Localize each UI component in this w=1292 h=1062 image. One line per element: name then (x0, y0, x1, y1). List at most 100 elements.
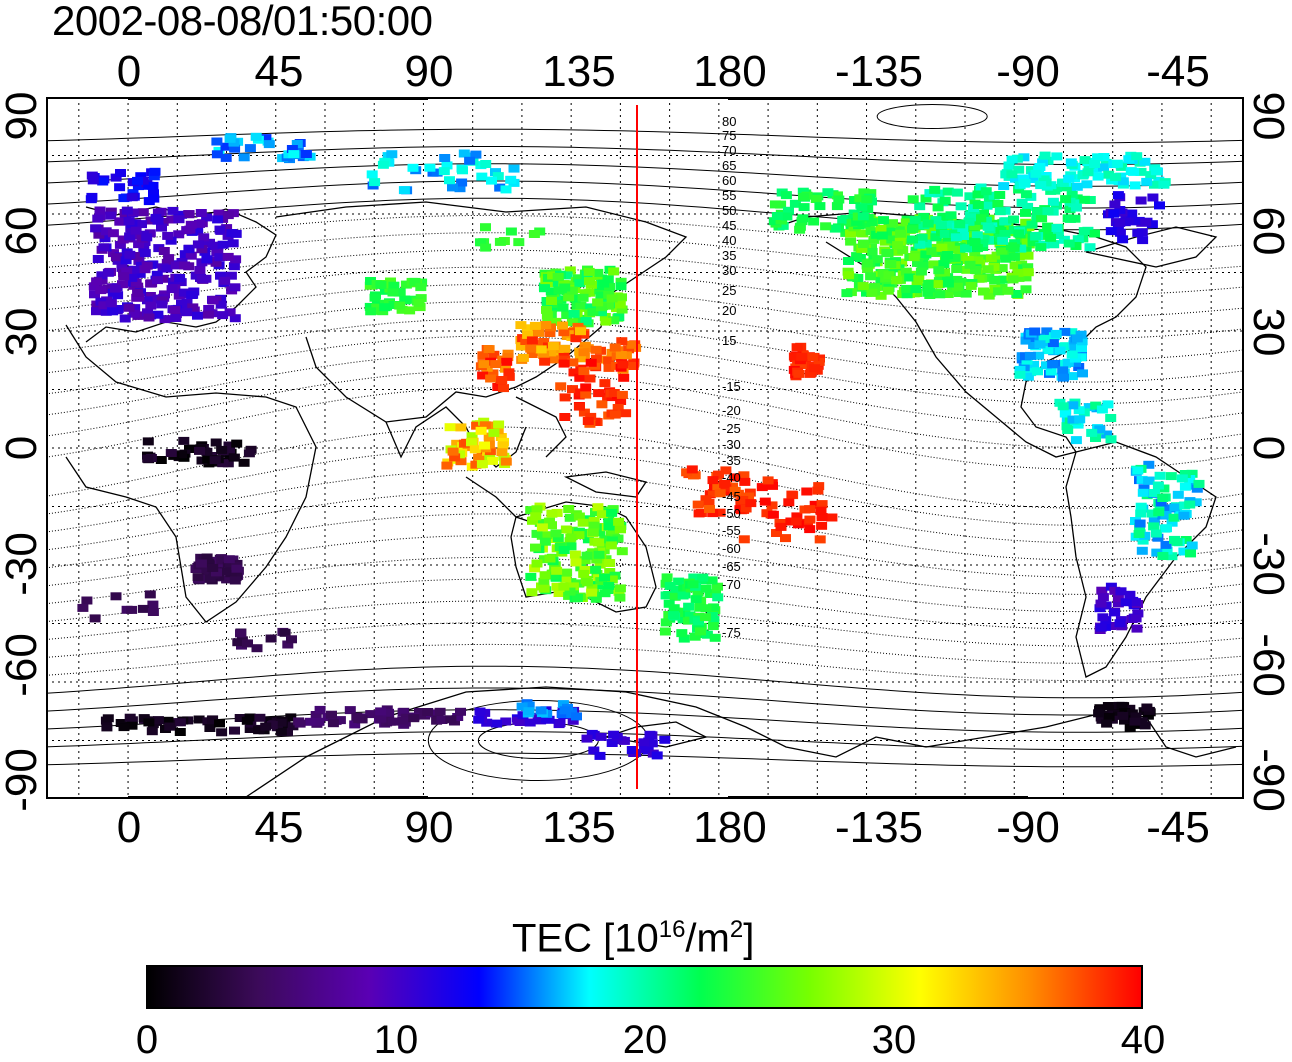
top-lon-tick: 45 (254, 47, 304, 96)
tec-cell (563, 505, 575, 513)
tec-cell (1179, 470, 1191, 478)
tec-cell (119, 314, 131, 323)
tec-cell (599, 379, 611, 388)
tec-cell (1135, 167, 1147, 176)
tec-cell (142, 308, 153, 317)
tec-cell (424, 163, 436, 172)
tec-cell (599, 589, 611, 598)
tec-cell (526, 588, 538, 597)
tec-cell (603, 514, 615, 523)
tec-cell (1078, 195, 1090, 204)
tec-cell (414, 303, 426, 312)
tec-cell (1096, 586, 1108, 595)
tec-cell (1150, 529, 1162, 538)
tec-cell (668, 611, 679, 620)
tec-cell (86, 171, 98, 180)
tec-cell (201, 553, 213, 562)
tec-cell (1136, 546, 1148, 555)
tec-cell (1086, 428, 1098, 437)
tec-cell (230, 229, 242, 238)
tec-cell (1126, 209, 1138, 218)
tec-cell (590, 345, 602, 354)
tec-cell (700, 584, 712, 593)
tec-cell (525, 506, 537, 515)
tec-cell (1047, 339, 1059, 348)
tec-cell (660, 618, 672, 627)
tec-observation-cells (77, 132, 1205, 760)
tec-cell (152, 716, 164, 725)
tec-cell (1165, 472, 1177, 481)
tec-cell (858, 240, 869, 248)
tec-cell (703, 498, 715, 507)
tec-cell (235, 629, 246, 638)
tec-cell (1117, 235, 1129, 244)
tec-cell (202, 310, 214, 319)
tec-cell (618, 736, 630, 745)
tec-cell (859, 220, 871, 229)
top-lon-tick: 135 (542, 47, 616, 96)
tec-cell (606, 536, 618, 545)
tec-cell (593, 538, 605, 547)
tec-cell (444, 176, 455, 185)
tec-cell (407, 163, 419, 172)
tec-cell (602, 301, 614, 310)
tec-cell (120, 256, 132, 265)
tec-cell (951, 188, 963, 197)
tec-cell (560, 525, 572, 534)
tec-cell (924, 284, 936, 293)
tec-cell (117, 235, 129, 244)
tec-cell (381, 280, 393, 288)
tec-cell (588, 521, 600, 530)
tec-cell (1112, 599, 1124, 608)
tec-cell (584, 374, 596, 383)
tec-cell (114, 183, 126, 192)
tec-cell (89, 290, 100, 299)
tec-cell (166, 215, 178, 224)
tec-cell (971, 231, 983, 240)
tec-cell (115, 719, 127, 727)
tec-cell (202, 239, 214, 248)
tec-cell (201, 569, 213, 578)
tec-cell (567, 385, 578, 394)
tec-cell (1037, 158, 1049, 167)
tec-cell (503, 372, 515, 381)
tec-cell (1020, 285, 1032, 294)
tec-cell (670, 586, 682, 594)
tec-cell (678, 634, 690, 643)
tec-cell (885, 260, 897, 268)
tec-cell (535, 706, 547, 715)
tec-cell (1134, 519, 1146, 528)
tec-cell (886, 235, 898, 244)
tec-cell (595, 291, 607, 300)
tec-cell (1157, 494, 1169, 502)
tec-cell (397, 716, 409, 725)
tec-cell (152, 276, 163, 285)
tec-cell (840, 215, 852, 223)
tec-cell (431, 168, 443, 177)
tec-cell (229, 314, 241, 323)
tec-cell (173, 215, 185, 224)
tec-cell (908, 253, 920, 262)
tec-cell (939, 196, 951, 205)
tec-cell (120, 193, 132, 202)
tec-cell (232, 638, 244, 647)
tec-cell (566, 286, 578, 295)
tec-cell (100, 227, 112, 236)
tec-cell (229, 576, 241, 585)
tec-cell (558, 546, 570, 554)
tec-cell (1101, 719, 1113, 728)
tec-cell (163, 254, 175, 263)
tec-cell (1160, 510, 1172, 519)
tec-cell (585, 303, 597, 312)
tec-cell (1143, 476, 1155, 485)
tec-cell (210, 258, 222, 267)
tec-cell (192, 311, 203, 320)
tec-cell (570, 334, 582, 343)
tec-cell (388, 301, 400, 309)
tec-cell (531, 505, 543, 514)
tec-cell (571, 712, 582, 721)
tec-cell (458, 149, 470, 158)
tec-cell (550, 529, 562, 538)
tec-cell (942, 290, 954, 298)
tec-cell (114, 240, 126, 249)
